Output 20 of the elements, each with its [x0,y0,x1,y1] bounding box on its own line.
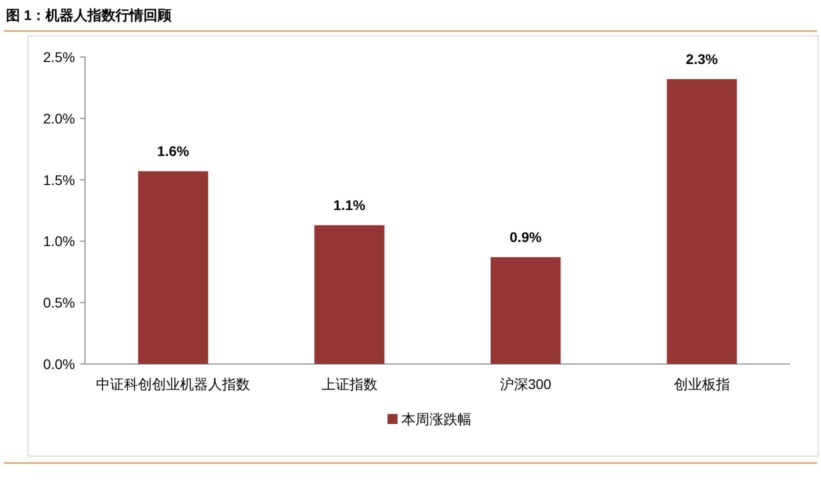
data-label: 1.6% [157,143,190,160]
bar [138,171,208,364]
x-tick-label: 沪深300 [500,376,552,392]
y-tick-label: 0.5% [43,294,75,311]
y-tick-label: 2.0% [43,110,75,126]
x-tick-label: 中证科创创业机器人指数 [96,376,250,392]
chart-title: 图 1：机器人指数行情回顾 [6,7,173,23]
y-tick-label: 0.0% [43,356,75,372]
bar [490,257,561,364]
data-label: 0.9% [510,229,542,246]
x-tick-label: 创业板指 [674,376,730,392]
bar [314,225,384,364]
data-label: 2.3% [686,51,718,68]
y-tick-label: 2.5% [43,49,75,65]
bar [666,79,737,364]
y-tick-label: 1.0% [43,233,75,250]
data-label: 1.1% [333,197,366,214]
x-tick-label: 上证指数 [321,376,378,392]
legend-label: 本周涨跌幅 [402,411,472,427]
y-tick-label: 1.5% [43,172,75,188]
